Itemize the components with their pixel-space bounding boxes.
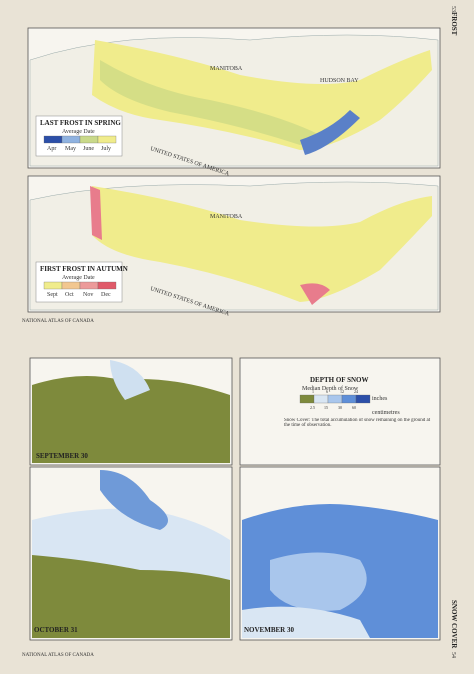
credit: NATIONAL ATLAS OF CANADA <box>22 319 94 324</box>
unit: centimetres <box>372 410 400 416</box>
legend-label: Nov <box>83 292 93 298</box>
map-label: MANITOBA <box>210 214 243 220</box>
frost-zone <box>90 186 330 305</box>
legend-swatch <box>313 394 329 404</box>
legend-subtitle: Average Date <box>62 275 95 281</box>
legend-swatch <box>61 281 81 290</box>
legend-label: 24 <box>354 389 358 394</box>
legend-swatch <box>97 135 117 144</box>
legend: Sept Oct Nov Dec <box>43 281 117 298</box>
legend-label: June <box>83 146 94 152</box>
legend-label: Sept <box>47 292 58 298</box>
map-label: HUDSON BAY <box>320 78 359 84</box>
panel-label: SEPTEMBER 30 <box>36 452 88 460</box>
page-top: 53 <box>450 6 456 12</box>
frost-zone <box>300 110 360 155</box>
snow-zone <box>100 470 168 530</box>
section-top: FROST <box>450 12 458 36</box>
legend-swatch <box>299 394 315 404</box>
credit: NATIONAL ATLAS OF CANADA <box>22 653 94 658</box>
snow-zone <box>270 552 367 611</box>
legend-label: Dec <box>101 292 111 298</box>
unit: inches <box>372 396 388 402</box>
legend-swatch <box>43 135 63 144</box>
legend-label: Oct <box>65 292 74 298</box>
legend-swatch <box>327 394 343 404</box>
legend-swatch <box>43 281 63 290</box>
legend-swatch <box>97 281 117 290</box>
legend-swatch <box>341 394 357 404</box>
note-text: Snow Cover: The total accumulation of sn… <box>284 418 431 428</box>
section-bottom: SNOW COVER <box>450 600 458 649</box>
legend-label: 15 <box>324 405 328 410</box>
legend-title: LAST FROST IN SPRING <box>40 119 121 127</box>
legend-label: May <box>65 146 76 152</box>
panel-label: OCTOBER 31 <box>34 626 78 634</box>
legend-label: 30 <box>338 405 342 410</box>
snow-zone <box>110 360 150 400</box>
legend-label: 2.5 <box>310 405 315 410</box>
snow-zone <box>242 606 370 638</box>
note: Snow Cover: The total accumulation of sn… <box>284 418 431 428</box>
legend: Apr May June July <box>43 135 117 152</box>
map-label: MANITOBA <box>210 66 243 72</box>
legend-label: 1 <box>312 389 314 394</box>
snow-zone <box>32 376 230 463</box>
legend-label: Apr <box>47 146 56 152</box>
legend-swatch <box>355 394 371 404</box>
snow-title: DEPTH OF SNOW <box>310 376 368 384</box>
legend-label: 6 <box>326 389 328 394</box>
legend-label: 12 <box>340 389 344 394</box>
panel-label: NOVEMBER 30 <box>244 626 294 634</box>
frost-zone <box>92 186 432 302</box>
legend-swatch <box>61 135 81 144</box>
snow-zone <box>32 555 230 638</box>
legend-swatch <box>79 281 99 290</box>
frost-zone <box>100 60 320 145</box>
legend-label: 60 <box>352 405 356 410</box>
map-panel <box>239 357 441 466</box>
legend: 1 2.5 6 15 12 30 24 60 <box>299 389 371 410</box>
legend-label: July <box>101 146 111 152</box>
snow-subtitle: Median Depth of Snow <box>302 385 359 392</box>
legend-title: FIRST FROST IN AUTUMN <box>40 265 128 273</box>
legend-swatch <box>79 135 99 144</box>
page-bottom: 54 <box>450 652 456 658</box>
legend-subtitle: Average Date <box>62 129 95 135</box>
